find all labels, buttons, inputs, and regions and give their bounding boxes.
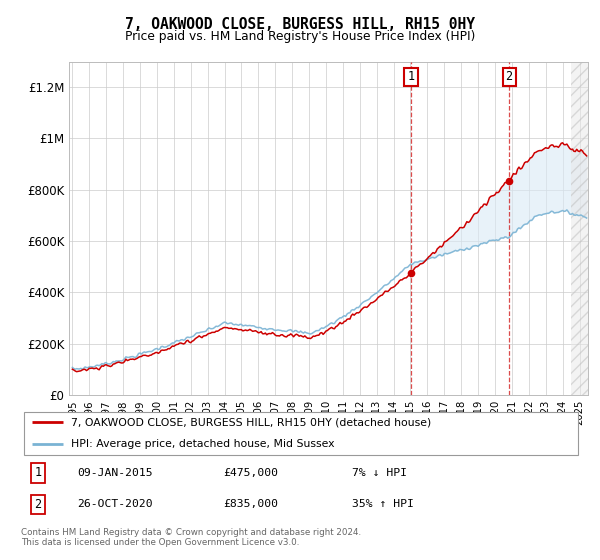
Text: 2: 2 xyxy=(34,498,41,511)
Text: Price paid vs. HM Land Registry's House Price Index (HPI): Price paid vs. HM Land Registry's House … xyxy=(125,30,475,43)
FancyBboxPatch shape xyxy=(24,412,578,455)
Text: 2: 2 xyxy=(505,71,512,83)
Text: 1: 1 xyxy=(34,466,41,479)
Text: HPI: Average price, detached house, Mid Sussex: HPI: Average price, detached house, Mid … xyxy=(71,439,335,449)
Text: 1: 1 xyxy=(407,71,415,83)
Text: 35% ↑ HPI: 35% ↑ HPI xyxy=(352,500,414,510)
Text: £835,000: £835,000 xyxy=(223,500,278,510)
Text: 09-JAN-2015: 09-JAN-2015 xyxy=(77,468,153,478)
Text: 7% ↓ HPI: 7% ↓ HPI xyxy=(352,468,407,478)
Text: 26-OCT-2020: 26-OCT-2020 xyxy=(77,500,153,510)
Bar xyxy=(571,62,596,395)
Text: Contains HM Land Registry data © Crown copyright and database right 2024.
This d: Contains HM Land Registry data © Crown c… xyxy=(21,528,361,547)
Text: 7, OAKWOOD CLOSE, BURGESS HILL, RH15 0HY (detached house): 7, OAKWOOD CLOSE, BURGESS HILL, RH15 0HY… xyxy=(71,417,432,427)
Text: 7, OAKWOOD CLOSE, BURGESS HILL, RH15 0HY: 7, OAKWOOD CLOSE, BURGESS HILL, RH15 0HY xyxy=(125,17,475,32)
Text: £475,000: £475,000 xyxy=(223,468,278,478)
